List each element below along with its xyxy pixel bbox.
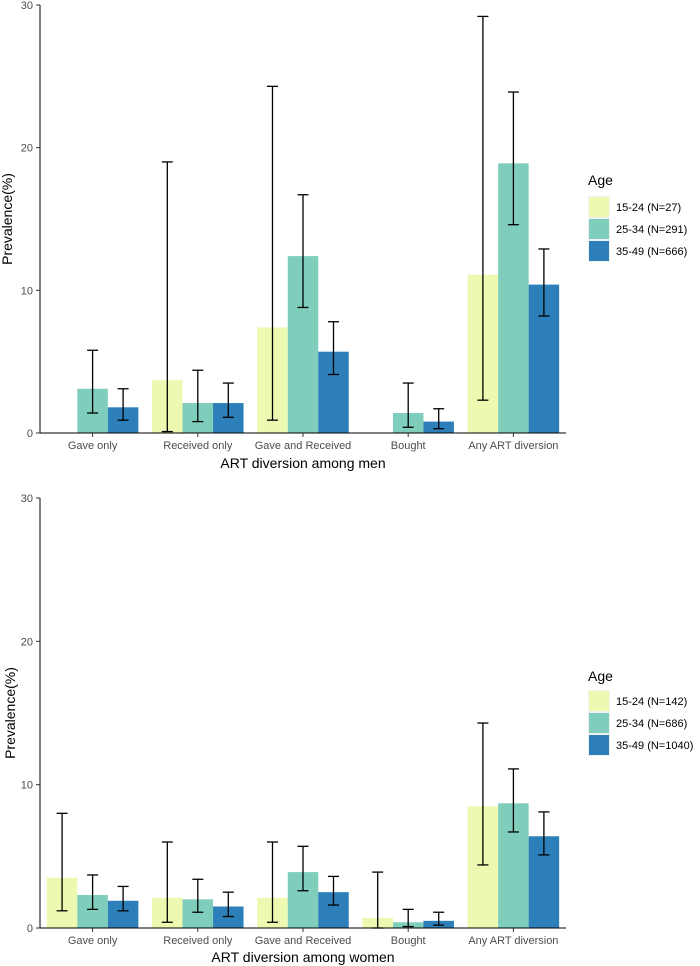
x-tick-label: Bought: [391, 935, 426, 947]
error-bar: [402, 908, 414, 928]
error-bar: [117, 388, 129, 421]
y-axis-title: Prevalence(%): [0, 173, 15, 265]
error-bar: [328, 321, 339, 376]
error-bar: [402, 382, 414, 428]
x-tick-label: Received only: [163, 935, 233, 947]
x-tick-label: Bought: [391, 440, 426, 452]
error-bar: [507, 91, 519, 226]
error-bar: [433, 408, 445, 430]
error-bar: [87, 349, 99, 414]
error-bar: [477, 722, 489, 866]
x-tick-label: Gave only: [68, 440, 118, 452]
y-tick-label: 0: [27, 428, 33, 440]
legend-swatch: [589, 713, 609, 733]
y-tick-label: 10: [21, 780, 33, 792]
men-chart-panel: 0 10 20 30 Gave only Received only Gave and Re…: [0, 0, 687, 471]
error-bar: [56, 812, 68, 912]
legend-swatch: [589, 219, 609, 239]
error-bar: [222, 891, 234, 918]
x-tick-label: Received only: [163, 440, 233, 452]
error-bar: [267, 85, 278, 421]
legend-swatch: [589, 241, 609, 261]
error-bar: [538, 248, 550, 317]
x-axis-title: ART diversion among men: [220, 455, 385, 471]
error-bar: [161, 841, 173, 923]
error-bar: [117, 885, 129, 912]
x-tick-label: Any ART diversion: [468, 935, 558, 947]
y-tick-label: 30: [21, 0, 33, 12]
x-axis-title: ART diversion among women: [211, 949, 394, 965]
error-bar: [297, 194, 309, 309]
y-tick-label: 10: [21, 285, 33, 297]
bar-received-only-series-3: [213, 906, 244, 928]
y-tick-label: 30: [21, 493, 33, 505]
y-tick-label: 0: [27, 923, 33, 935]
error-bar: [192, 878, 204, 913]
error-bar: [192, 369, 204, 423]
legend-label: 25-34 (N=291): [616, 224, 687, 236]
x-tick-label: Any ART diversion: [468, 440, 558, 452]
error-bar: [267, 841, 278, 923]
legend-label: 35-49 (N=1040): [616, 740, 693, 752]
y-axis-title: Prevalence(%): [2, 667, 18, 759]
legend-label: 35-49 (N=666): [616, 246, 687, 258]
y-tick-label: 20: [21, 636, 33, 648]
legend-label: 15-24 (N=142): [616, 696, 687, 708]
error-bar: [538, 811, 550, 856]
error-bar: [433, 911, 445, 926]
error-bar: [297, 845, 309, 892]
error-bar: [87, 874, 99, 911]
legend-label: 25-34 (N=686): [616, 718, 687, 730]
error-bar: [161, 161, 173, 433]
x-tick-label: Gave only: [68, 935, 118, 947]
error-bar: [507, 768, 519, 833]
legend-swatch: [589, 735, 609, 755]
x-tick-label: Gave and Received: [255, 440, 352, 452]
legend: Age 15-24 (N=27) 25-34 (N=291) 35-49 (N=666…: [588, 172, 687, 262]
y-tick-label: 20: [21, 143, 33, 155]
error-bar: [222, 382, 234, 418]
error-bar: [477, 15, 489, 401]
legend-swatch: [589, 691, 609, 711]
women-chart-panel: 0 10 20 30 Gave only Received only Gave and Re…: [2, 493, 693, 965]
legend-label: 15-24 (N=27): [616, 202, 681, 214]
legend-title: Age: [588, 172, 613, 188]
legend-title: Age: [588, 668, 613, 684]
legend-swatch: [589, 197, 609, 217]
x-tick-label: Gave and Received: [255, 935, 352, 947]
error-bar: [328, 875, 339, 906]
